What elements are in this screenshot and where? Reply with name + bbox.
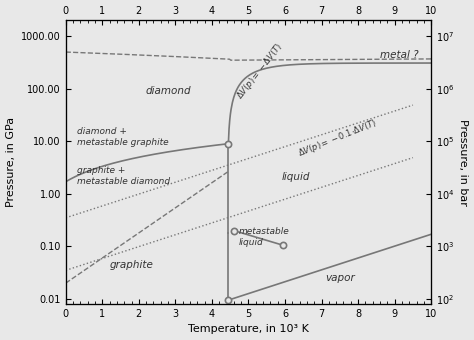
Y-axis label: Pressure, in GPa: Pressure, in GPa [6, 117, 16, 207]
X-axis label: Temperature, in 10³ K: Temperature, in 10³ K [188, 324, 309, 335]
Text: diamond: diamond [145, 86, 191, 96]
Text: metal ?: metal ? [380, 50, 419, 60]
Text: metastable
liquid: metastable liquid [238, 227, 289, 247]
Text: vapor: vapor [325, 273, 355, 283]
Text: graphite: graphite [109, 260, 154, 271]
Text: $\Delta V(p)=-0.1{\cdot}\Delta V(T)$: $\Delta V(p)=-0.1{\cdot}\Delta V(T)$ [296, 116, 379, 159]
Text: graphite +
metastable diamond: graphite + metastable diamond [77, 166, 170, 186]
Text: $\Delta V(p)=-\Delta V(T)$: $\Delta V(p)=-\Delta V(T)$ [234, 40, 286, 102]
Text: diamond +
metastable graphite: diamond + metastable graphite [77, 127, 168, 147]
Y-axis label: Pressure, in bar: Pressure, in bar [458, 119, 468, 206]
Text: liquid: liquid [282, 172, 310, 183]
